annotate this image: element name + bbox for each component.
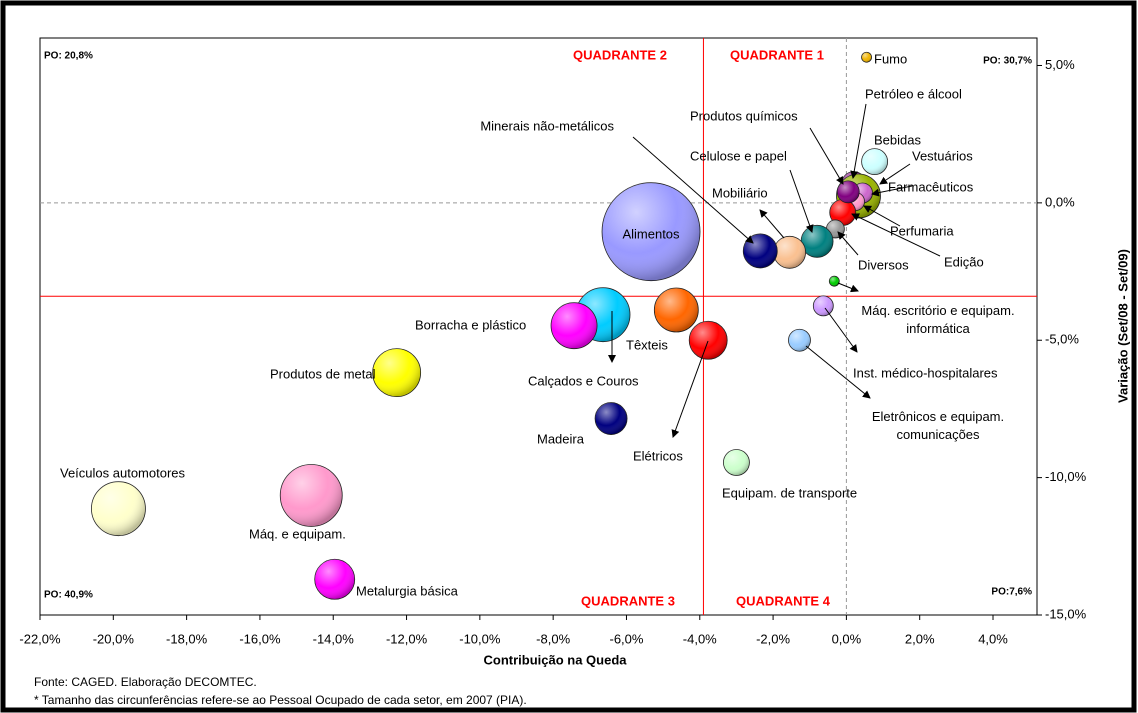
bubble-label: Alimentos bbox=[622, 226, 680, 241]
x-tick-label: 0,0% bbox=[832, 631, 862, 646]
x-tick-label: -20,0% bbox=[93, 631, 135, 646]
y-tick-label: -10,0% bbox=[1045, 469, 1087, 484]
leader-arrow bbox=[863, 205, 901, 227]
quadrant-label: QUADRANTE 3 bbox=[581, 593, 675, 608]
bubble-label: Calçados e Couros bbox=[528, 373, 639, 388]
bubble-label-box: Eletrônicos e equipam. comunicações bbox=[871, 409, 1005, 442]
bubble bbox=[688, 320, 728, 360]
bubble-label: Metalurgia básica bbox=[356, 583, 459, 598]
y-axis-title: Variação (Set/08 - Set/09) bbox=[1115, 249, 1130, 403]
bubble-label: Produtos químicos bbox=[690, 108, 798, 123]
x-tick-label: -22,0% bbox=[19, 631, 61, 646]
leader-arrow bbox=[809, 127, 844, 185]
leader-arrow bbox=[837, 231, 859, 256]
x-tick-label: -4,0% bbox=[683, 631, 717, 646]
leader-arrow bbox=[824, 307, 858, 353]
x-tick-label: -18,0% bbox=[166, 631, 208, 646]
bubble-label-box: Máq. escritório e equipam. informática bbox=[861, 303, 1015, 336]
bubble-label: Farmacêuticos bbox=[888, 179, 974, 194]
bubble bbox=[836, 180, 860, 204]
bubble bbox=[653, 287, 699, 333]
po-label: PO:7,6% bbox=[991, 587, 1032, 598]
bubble bbox=[550, 302, 598, 350]
bubble-label: Equipam. de transporte bbox=[722, 485, 857, 500]
bubble bbox=[861, 51, 872, 63]
bubble-label: Elétricos bbox=[633, 448, 683, 463]
po-label: PO: 30,7% bbox=[983, 56, 1032, 67]
quadrant-label: QUADRANTE 4 bbox=[736, 593, 831, 608]
bubble bbox=[773, 235, 806, 269]
bubble-label: Borracha e plástico bbox=[415, 317, 526, 332]
y-tick-label: -5,0% bbox=[1045, 332, 1079, 347]
x-tick-label: 4,0% bbox=[978, 631, 1008, 646]
x-tick-label: -8,0% bbox=[536, 631, 570, 646]
bubble-label: Veículos automotores bbox=[60, 465, 186, 480]
bubble-label: Perfumaria bbox=[890, 223, 954, 238]
leader-arrow bbox=[851, 213, 941, 257]
bubble bbox=[91, 481, 146, 537]
quadrant-label: QUADRANTE 2 bbox=[573, 47, 667, 62]
x-tick-label: -12,0% bbox=[386, 631, 428, 646]
x-tick-label: -10,0% bbox=[459, 631, 501, 646]
leader-arrow bbox=[671, 340, 709, 438]
bubble bbox=[723, 449, 750, 476]
x-tick-label: -6,0% bbox=[609, 631, 643, 646]
y-tick-label: -15,0% bbox=[1045, 606, 1087, 621]
leader-arrow bbox=[632, 136, 754, 244]
quadrant-label: QUADRANTE 1 bbox=[730, 47, 824, 62]
bubble-label: Inst. médico-hospitalares bbox=[853, 365, 998, 380]
bubble-label: Máq. escritório e equipam. informática bbox=[861, 303, 1015, 336]
y-tick-label: 5,0% bbox=[1045, 57, 1075, 72]
bubble-label: Produtos de metal bbox=[270, 366, 376, 381]
bubble-label: Vestuários bbox=[912, 148, 973, 163]
leader-arrow bbox=[789, 169, 814, 233]
source-note: Fonte: CAGED. Elaboração DECOMTEC. bbox=[34, 675, 257, 689]
po-label: PO: 40,9% bbox=[44, 590, 93, 601]
size-note: * Tamanho das circunferências refere-se … bbox=[34, 693, 527, 707]
leader-arrow bbox=[805, 345, 871, 399]
leader-arrow bbox=[759, 209, 785, 239]
leader-arrow bbox=[837, 282, 859, 293]
leader-arrow bbox=[879, 163, 911, 185]
bubble bbox=[314, 558, 356, 600]
bubble-label: Edição bbox=[944, 254, 984, 269]
bubble bbox=[788, 328, 811, 352]
bubble bbox=[594, 402, 628, 435]
x-tick-label: -14,0% bbox=[313, 631, 355, 646]
po-label: PO: 20,8% bbox=[44, 51, 93, 62]
x-tick-label: -2,0% bbox=[756, 631, 790, 646]
bubble-label: Celulose e papel bbox=[690, 148, 787, 163]
bubble-label: Eletrônicos e equipam. comunicações bbox=[871, 409, 1005, 442]
bubble bbox=[828, 275, 840, 287]
bubble bbox=[861, 148, 889, 176]
bubble-label: Diversos bbox=[858, 257, 909, 272]
bubble-label: Máq. e equipam. bbox=[249, 526, 346, 541]
leader-arrow bbox=[871, 185, 913, 197]
bubble-label: Têxteis bbox=[626, 337, 668, 352]
x-axis-title: Contribuição na Queda bbox=[483, 652, 627, 667]
bubble bbox=[279, 464, 343, 527]
bubble-label: Madeira bbox=[537, 431, 585, 446]
bubble-label: Mobiliário bbox=[712, 185, 768, 200]
bubble-label: Bebidas bbox=[874, 132, 921, 147]
bubble-label: Fumo bbox=[874, 51, 907, 66]
bubble-label: Petróleo e álcool bbox=[865, 86, 962, 101]
leader-arrow bbox=[850, 103, 867, 179]
x-tick-label: -16,0% bbox=[239, 631, 281, 646]
bubble bbox=[372, 348, 422, 398]
y-tick-label: 0,0% bbox=[1045, 194, 1075, 209]
bubble bbox=[812, 295, 834, 317]
plot-area bbox=[39, 37, 1038, 616]
bubble-label: Minerais não-metálicos bbox=[480, 118, 614, 133]
x-tick-label: 2,0% bbox=[905, 631, 935, 646]
